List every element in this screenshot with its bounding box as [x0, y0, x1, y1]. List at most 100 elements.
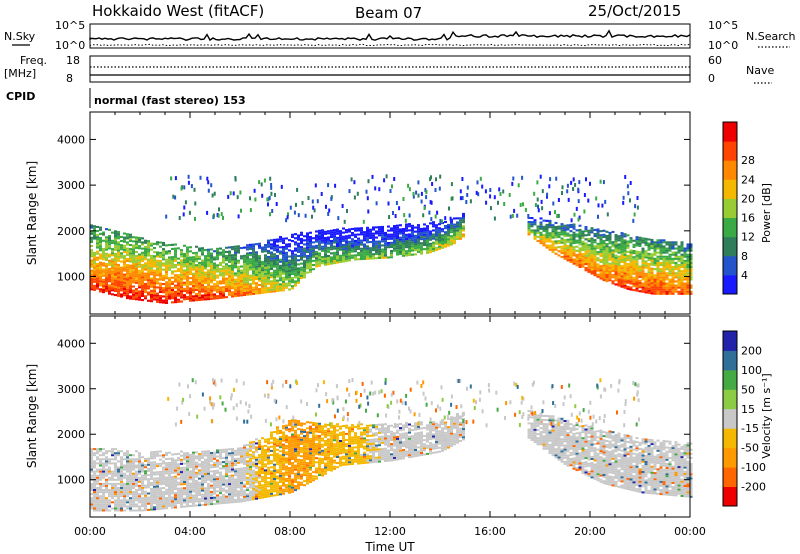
- echo-cell: [249, 284, 252, 287]
- echo-cell: [144, 476, 147, 479]
- echo-cell: [162, 295, 165, 298]
- echo-cell: [159, 479, 162, 482]
- echo-cell: [216, 496, 219, 499]
- echo-cell: [288, 243, 291, 246]
- echo-cell: [237, 467, 240, 470]
- echo-cell: [153, 494, 156, 496]
- velocity-echo-cells: [90, 378, 693, 512]
- echo-cell: [225, 469, 228, 471]
- echo-cell: [225, 454, 228, 457]
- echo-cell: [147, 273, 150, 276]
- echo-cell: [159, 493, 162, 496]
- echo-cell: [426, 231, 429, 234]
- echo-cell: [306, 232, 309, 235]
- echo-cell: [123, 267, 126, 270]
- echo-cell: [363, 249, 366, 252]
- echo-cell: [605, 257, 609, 260]
- echo-cell: [243, 279, 246, 282]
- echo-cell: [105, 462, 108, 465]
- beam-title: Beam 07: [355, 4, 422, 22]
- echo-cell: [225, 467, 228, 469]
- echo-cell: [441, 246, 444, 249]
- echo-cell: [162, 241, 165, 244]
- echo-cell: [147, 480, 150, 483]
- echo-cell: [120, 235, 123, 238]
- echo-cell: [569, 252, 573, 255]
- echo-cell: [183, 468, 186, 471]
- echo-cell: [608, 270, 612, 273]
- echo-cell: [138, 509, 141, 512]
- echo-cell: [93, 264, 96, 267]
- echo-cell: [237, 214, 240, 219]
- echo-cell: [219, 475, 222, 478]
- echo-cell: [557, 231, 561, 234]
- echo-cell: [680, 286, 684, 289]
- echo-cell: [303, 266, 306, 269]
- echo-cell: [192, 498, 195, 501]
- echo-cell: [240, 473, 243, 476]
- echo-cell: [656, 292, 660, 295]
- echo-cell: [533, 233, 537, 236]
- echo-cell: [138, 286, 141, 289]
- echo-cell: [210, 497, 213, 499]
- echo-cell: [219, 290, 222, 293]
- echo-cell: [141, 259, 144, 262]
- echo-cell: [602, 266, 606, 269]
- echo-cell: [336, 243, 339, 246]
- echo-cell: [641, 288, 645, 291]
- echo-cell: [222, 280, 225, 283]
- echo-cell: [189, 262, 192, 265]
- echo-cell: [192, 459, 195, 462]
- echo-cell: [348, 255, 351, 258]
- echo-cell: [656, 245, 660, 248]
- echo-cell: [575, 253, 579, 256]
- echo-cell: [249, 245, 252, 248]
- echo-cell: [587, 258, 591, 261]
- echo-cell: [201, 503, 204, 506]
- echo-cell: [126, 297, 129, 300]
- echo-cell: [192, 268, 195, 271]
- echo-cell: [264, 287, 267, 290]
- echo-cell: [144, 458, 147, 460]
- echo-cell: [228, 448, 231, 451]
- echo-cell: [96, 503, 99, 506]
- echo-cell: [554, 226, 558, 229]
- echo-cell: [132, 480, 135, 483]
- echo-cell: [572, 254, 576, 257]
- echo-cell: [596, 253, 600, 256]
- echo-cell: [539, 240, 543, 243]
- echo-cell: [135, 257, 138, 260]
- echo-cell: [369, 241, 372, 244]
- echo-cell: [108, 243, 111, 246]
- echo-cell: [450, 222, 453, 225]
- echo-cell: [327, 250, 330, 253]
- echo-cell: [405, 233, 408, 236]
- echo-cell: [294, 237, 297, 240]
- echo-cell: [249, 293, 252, 296]
- echo-cell: [132, 271, 135, 274]
- echo-cell: [213, 474, 216, 477]
- echo-cell: [620, 275, 624, 278]
- echo-cell: [102, 503, 105, 506]
- echo-cell: [369, 251, 372, 254]
- echo-cell: [303, 272, 306, 275]
- echo-cell: [192, 280, 195, 283]
- echo-cell: [141, 264, 144, 267]
- echo-cell: [309, 248, 312, 251]
- y-tick-label: 3000: [57, 179, 85, 192]
- echo-cell: [228, 254, 231, 257]
- echo-cell: [90, 288, 93, 291]
- echo-cell: [237, 484, 240, 487]
- echo-cell: [351, 246, 354, 249]
- echo-cell: [108, 468, 111, 471]
- echo-cell: [129, 289, 132, 292]
- echo-cell: [318, 244, 321, 247]
- echo-cell: [186, 246, 189, 249]
- echo-cell: [156, 508, 159, 510]
- echo-cell: [126, 251, 129, 254]
- echo-cell: [231, 458, 234, 461]
- echo-cell: [213, 279, 216, 282]
- echo-cell: [231, 480, 234, 483]
- echo-cell: [318, 264, 321, 267]
- echo-cell: [219, 479, 222, 482]
